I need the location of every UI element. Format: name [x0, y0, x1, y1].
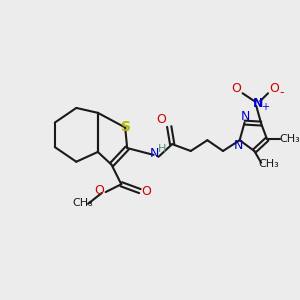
Text: CH₃: CH₃ — [279, 134, 300, 144]
Text: N: N — [234, 139, 243, 152]
Text: -: - — [280, 86, 284, 99]
Text: O: O — [94, 184, 104, 196]
Text: H: H — [158, 144, 166, 154]
Text: CH₃: CH₃ — [259, 159, 279, 169]
Text: O: O — [269, 82, 279, 95]
Text: N: N — [253, 97, 263, 110]
Text: O: O — [231, 82, 241, 95]
Text: S: S — [121, 119, 131, 134]
Text: O: O — [157, 113, 166, 126]
Text: N: N — [150, 147, 159, 161]
Text: O: O — [141, 184, 151, 198]
Text: CH₃: CH₃ — [73, 198, 94, 208]
Text: N: N — [241, 110, 250, 123]
Text: +: + — [261, 102, 269, 112]
